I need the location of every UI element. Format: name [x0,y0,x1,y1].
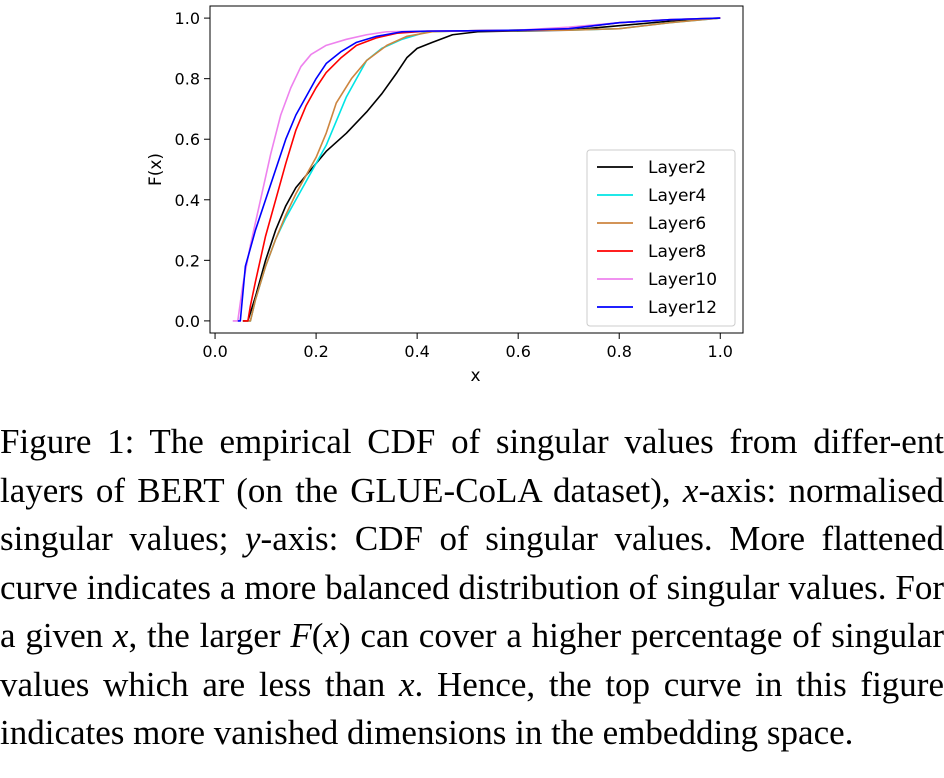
caption-math: y [245,519,261,558]
caption-text: -axis: normalised singular values; [0,470,944,559]
series-line-layer10 [232,17,721,322]
x-tick-label: 1.0 [708,342,733,361]
figure-caption: Figure 1: The empirical CDF of singular … [0,418,944,758]
y-axis-label: F(x) [146,153,166,186]
y-tick-label: 0.8 [175,70,200,89]
legend-label: Layer12 [648,298,717,318]
caption-text: ( [311,616,324,655]
caption-text: -axis: CDF of singular values. More flat… [0,519,944,655]
legend-box [586,149,736,327]
legend-label: Layer2 [648,158,706,178]
legend-label: Layer6 [648,214,706,234]
caption-math: x [682,470,699,510]
y-tick-label: 0.4 [175,191,200,210]
x-tick-label: 0.8 [606,342,631,361]
y-tick-label: 0.0 [175,312,200,331]
x-axis-label: x [470,366,480,386]
x-tick-label: 0.4 [404,342,429,361]
plot-layer [232,17,721,322]
series-line-layer12 [237,17,721,322]
plot-frame [209,5,744,334]
cdf-chart: 0.0 0.2 0.4 0.6 0.8 1.0 0.0 0.2 0.4 0.6 0.8 1.0 x F(x… [146,5,744,386]
caption-text: , the larger [128,616,291,655]
x-tick-label: 0.2 [303,342,328,361]
legend-label: Layer4 [648,186,706,206]
y-tick-label: 1.0 [175,9,200,28]
chart-figure: 0.0 0.2 0.4 0.6 0.8 1.0 0.0 0.2 0.4 0.6 0.8 1.0 x F(x… [146,5,744,386]
axes-layer: 0.0 0.2 0.4 0.6 0.8 1.0 0.0 0.2 0.4 0.6 0.8 1.0 x F(x… [146,5,744,386]
legend: Layer2 Layer4 Layer6 Layer8 Layer10 Layer12 [586,149,736,327]
legend-label: Layer8 [648,242,706,262]
caption-text: . Hence, the top curve in this figure in… [0,664,944,753]
y-tick-label: 0.6 [175,130,200,149]
caption-math: F [290,616,312,655]
x-tick-label: 0.0 [202,342,227,361]
caption-math: x [323,616,339,655]
caption-text: Figure 1: The empirical CDF of singular … [0,422,944,510]
caption-text: ) can cover a higher percentage of singu… [0,616,944,704]
x-tick-label: 0.6 [505,342,530,361]
y-tick-label: 0.2 [175,251,200,270]
legend-label: Layer10 [648,270,717,290]
caption-math: x [399,664,415,704]
caption-math: x [112,616,129,655]
